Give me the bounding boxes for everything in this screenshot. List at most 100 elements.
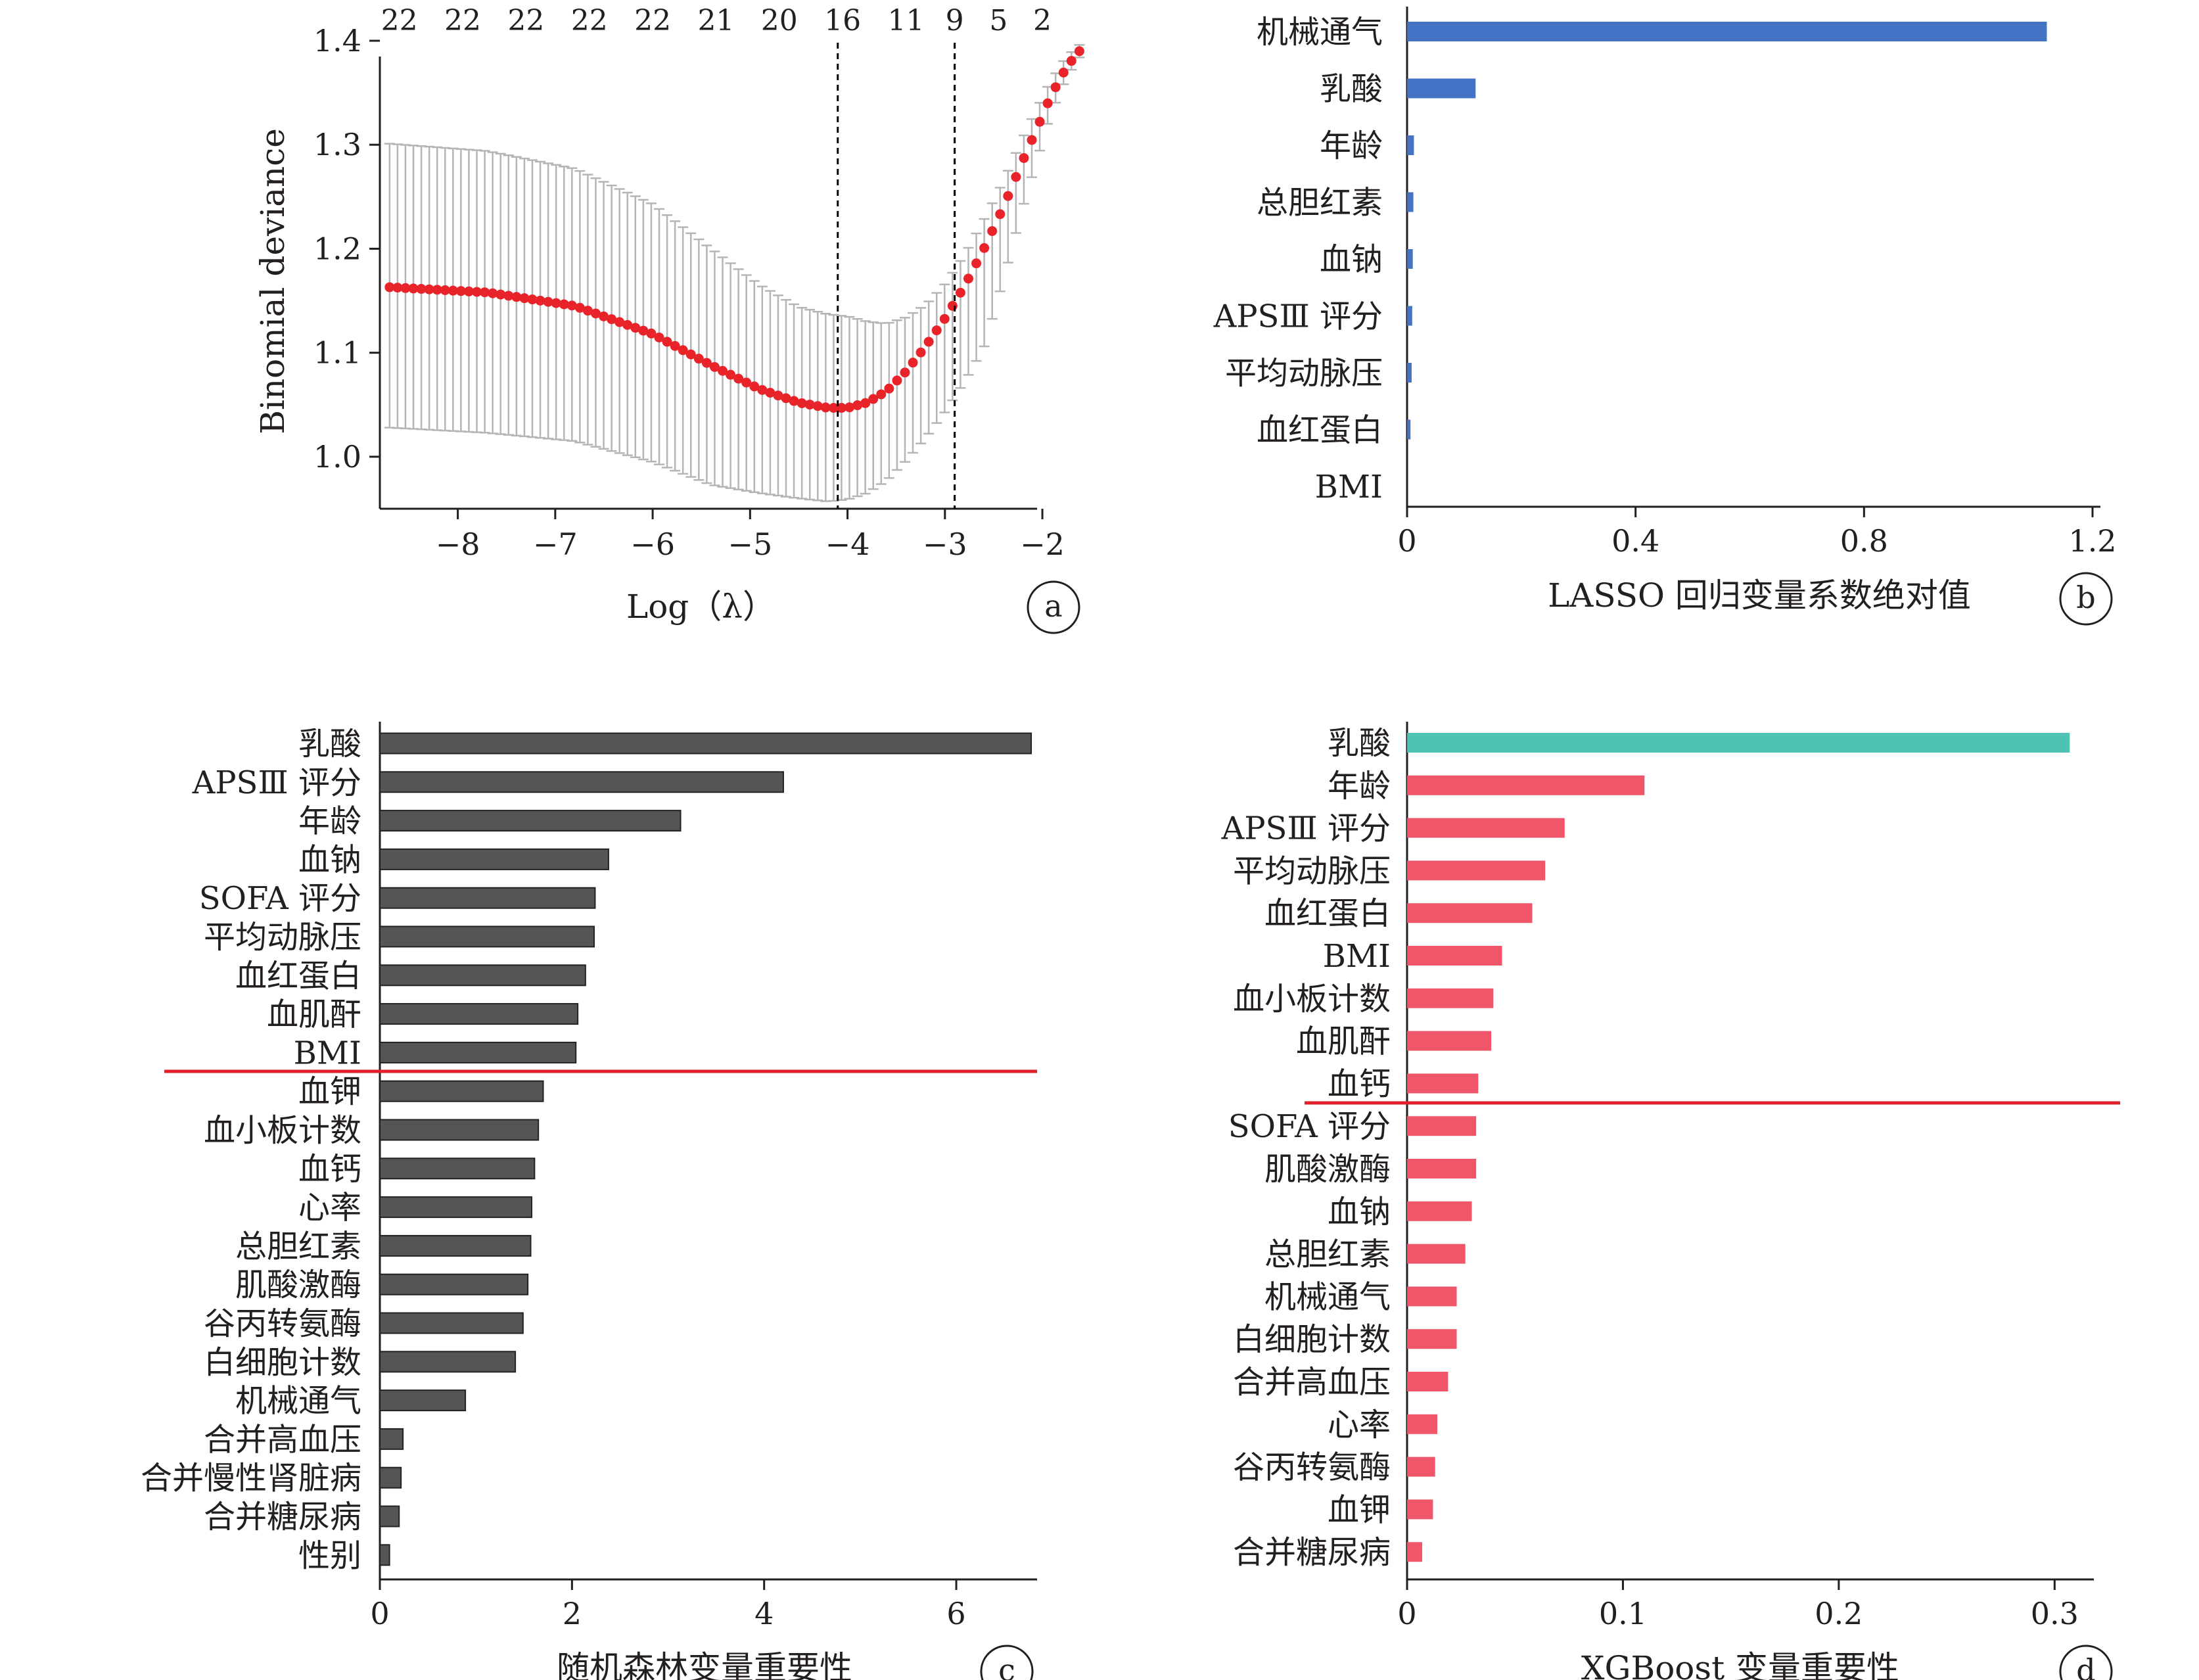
cv-point xyxy=(773,390,783,401)
cv-point xyxy=(1019,152,1029,163)
bar xyxy=(379,810,682,832)
category-label: 平均动脉压 xyxy=(1225,355,1383,392)
x-tick-label: 1.2 xyxy=(2068,523,2116,559)
x-tick-label: 0.3 xyxy=(2031,1596,2079,1631)
top-axis-count: 22 xyxy=(381,4,418,37)
top-axis-count: 2 xyxy=(1033,4,1052,37)
cv-point xyxy=(384,282,395,292)
y-axis-title: Binomial deviance xyxy=(254,128,292,434)
x-tick-label: 0.2 xyxy=(1815,1596,1863,1631)
cv-point xyxy=(947,300,958,311)
category-label: 总胆红素 xyxy=(1257,185,1383,222)
category-label: 血肌酐 xyxy=(1296,1023,1391,1060)
bar xyxy=(1407,988,1494,1008)
bar xyxy=(1407,1116,1477,1136)
cv-point xyxy=(749,381,760,392)
cv-point xyxy=(987,226,998,237)
cv-point xyxy=(519,293,530,304)
category-label: 乳酸 xyxy=(1320,71,1383,108)
cv-point xyxy=(440,285,450,295)
x-tick-label: 0.4 xyxy=(1611,523,1659,559)
cv-point xyxy=(400,283,411,293)
category-label: 年龄 xyxy=(1320,128,1383,164)
top-axis-count: 22 xyxy=(634,4,671,37)
category-label: APSⅢ 评分 xyxy=(1213,298,1383,335)
top-axis-count: 11 xyxy=(888,4,925,37)
bar xyxy=(1407,818,1565,838)
cv-point xyxy=(931,325,942,336)
panel-tag-label: d xyxy=(2076,1652,2095,1680)
bar xyxy=(379,1196,532,1219)
cv-points xyxy=(384,46,1084,413)
top-axis-count: 16 xyxy=(824,4,861,37)
cv-point xyxy=(496,289,506,300)
x-axis-title: Log（λ） xyxy=(626,588,775,626)
bar xyxy=(379,1466,402,1489)
bar xyxy=(379,925,595,948)
category-label: 心率 xyxy=(298,1190,361,1226)
cv-point xyxy=(789,396,799,406)
x-tick-label: −3 xyxy=(923,526,967,562)
bar xyxy=(379,1389,467,1412)
y-tick-label: 1.4 xyxy=(313,23,361,58)
category-label: 平均动脉压 xyxy=(204,919,361,956)
category-label: 血钙 xyxy=(298,1151,361,1188)
cv-point xyxy=(488,288,498,298)
bar xyxy=(1407,249,1413,269)
panel-a-cv-plot: 1.01.11.21.31.4−8 −7 −6 −5 −4 −3 −222 22 22 22 22 2… xyxy=(254,4,1085,634)
bar xyxy=(1407,1499,1433,1520)
bar xyxy=(1407,946,1502,966)
cv-point xyxy=(757,385,768,395)
cv-point xyxy=(685,349,696,360)
cv-point xyxy=(448,285,458,296)
cv-point xyxy=(1003,191,1013,201)
cv-point xyxy=(693,354,704,364)
cv-point xyxy=(836,403,846,413)
bar xyxy=(1407,363,1412,383)
cv-point xyxy=(963,273,973,284)
cv-point xyxy=(868,394,879,404)
bar xyxy=(379,1505,400,1528)
cv-point xyxy=(718,365,728,376)
top-axis-count: 22 xyxy=(444,4,481,37)
x-tick-label: −6 xyxy=(630,526,675,562)
bar xyxy=(1407,22,2047,41)
cv-point xyxy=(574,302,585,313)
y-tick-label: 1.1 xyxy=(313,335,361,371)
cv-point xyxy=(1050,82,1061,93)
cv-point xyxy=(852,400,863,411)
category-label: 平均动脉压 xyxy=(1233,852,1391,889)
cv-point xyxy=(876,389,887,400)
bar xyxy=(379,1119,540,1141)
category-label: BMI xyxy=(1323,938,1391,975)
x-tick-label: 2 xyxy=(563,1596,582,1631)
top-axis-count: 9 xyxy=(946,4,964,37)
category-label: 乳酸 xyxy=(298,726,361,762)
cv-point xyxy=(995,209,1006,220)
cv-point xyxy=(463,286,474,296)
top-axis-count: 22 xyxy=(571,4,608,37)
bar xyxy=(1407,1457,1435,1477)
category-label: 机械通气 xyxy=(235,1383,361,1420)
bar xyxy=(379,1157,536,1180)
cv-point xyxy=(828,403,839,413)
cv-point xyxy=(424,284,434,294)
category-label: APSⅢ 评分 xyxy=(1221,810,1391,847)
bar xyxy=(1407,733,2070,753)
cv-point xyxy=(527,294,538,305)
cv-point xyxy=(614,317,625,327)
category-label: 乳酸 xyxy=(1328,725,1391,762)
x-tick-label: 0.8 xyxy=(1840,523,1888,559)
category-label: 血红蛋白 xyxy=(1257,412,1383,449)
cv-point xyxy=(915,347,926,358)
cv-point xyxy=(923,337,934,347)
bar xyxy=(1407,1073,1479,1094)
category-label: 血钠 xyxy=(1320,241,1383,278)
x-axis-title: 随机森林变量重要性 xyxy=(557,1649,852,1680)
cv-point xyxy=(1066,56,1076,66)
cv-point xyxy=(1027,135,1037,145)
category-label: 性别 xyxy=(298,1537,361,1574)
category-label: 合并高血压 xyxy=(204,1421,361,1458)
cv-point xyxy=(812,401,823,411)
